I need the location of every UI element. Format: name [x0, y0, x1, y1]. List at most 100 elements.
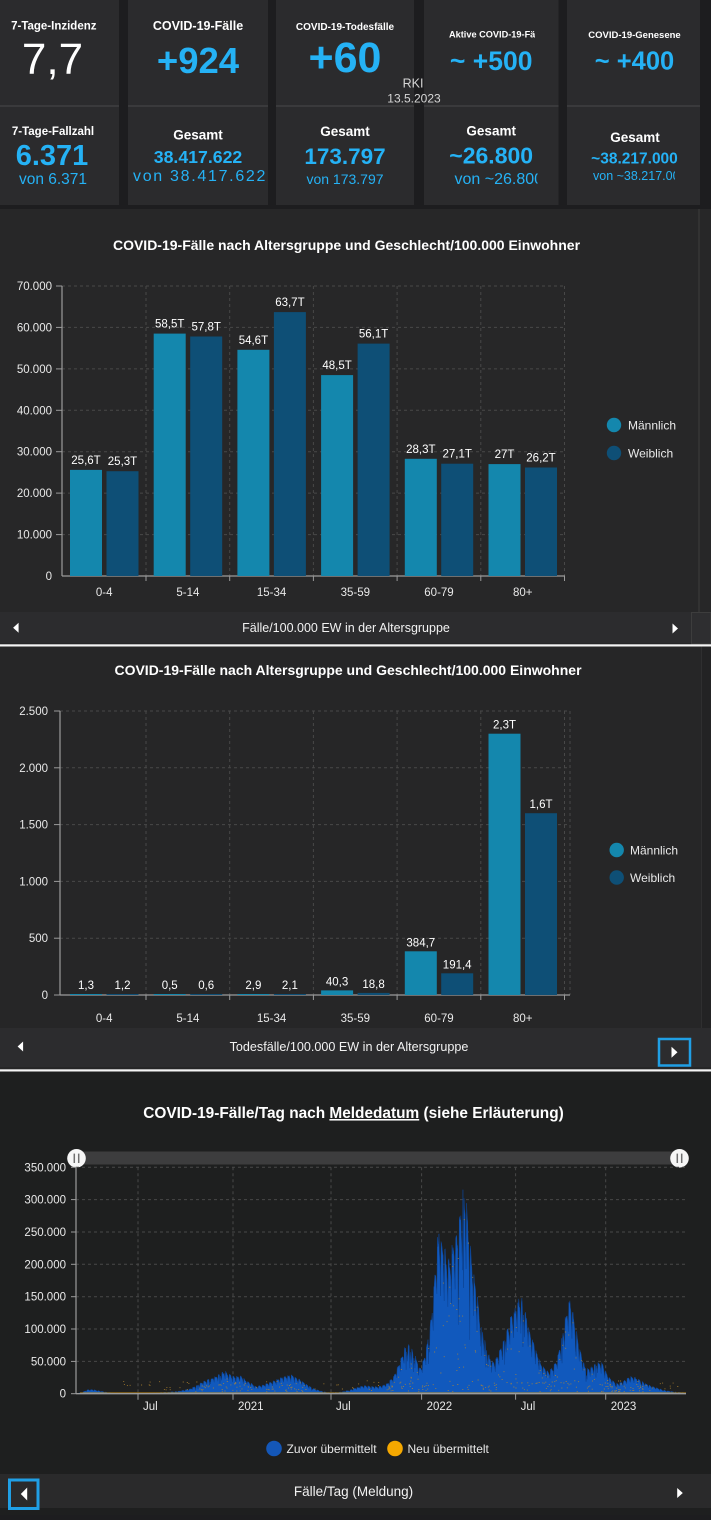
svg-text:Jul: Jul: [143, 1401, 158, 1413]
svg-text:2023: 2023: [611, 1401, 637, 1413]
svg-text:Neu übermittelt: Neu übermittelt: [408, 1442, 490, 1456]
svg-text:1.000: 1.000: [19, 876, 48, 888]
svg-text:5-14: 5-14: [176, 1013, 200, 1025]
svg-text:0-4: 0-4: [96, 587, 113, 599]
svg-text:+60: +60: [309, 34, 382, 82]
svg-text:1,3: 1,3: [78, 980, 94, 992]
svg-text:Aktive COVID-19-Fälle: Aktive COVID-19-Fälle: [449, 30, 546, 40]
svg-text:38.417.622: 38.417.622: [154, 147, 243, 167]
svg-text:2.000: 2.000: [19, 763, 48, 775]
svg-text:48,5T: 48,5T: [322, 360, 351, 372]
svg-text:300.000: 300.000: [24, 1195, 66, 1207]
svg-text:0: 0: [46, 571, 52, 583]
svg-text:57,8T: 57,8T: [191, 322, 220, 334]
svg-text:25,6T: 25,6T: [71, 455, 100, 467]
svg-text:2022: 2022: [427, 1401, 453, 1413]
svg-text:30.000: 30.000: [17, 447, 52, 459]
svg-text:13.5.2023: 13.5.2023: [387, 92, 441, 106]
svg-text:150.000: 150.000: [24, 1292, 66, 1304]
svg-text:35-59: 35-59: [341, 1013, 370, 1025]
svg-text:7-Tage-Inzidenz: 7-Tage-Inzidenz: [11, 21, 97, 33]
svg-text:27,1T: 27,1T: [442, 449, 471, 461]
svg-text:COVID-19-Todesfälle: COVID-19-Todesfälle: [296, 22, 395, 33]
svg-text:~ +500: ~ +500: [450, 46, 533, 76]
svg-text:5-14: 5-14: [176, 587, 200, 599]
svg-text:Jul: Jul: [521, 1401, 536, 1413]
svg-text:~38.217.000: ~38.217.000: [591, 151, 678, 168]
svg-text:Weiblich: Weiblich: [628, 447, 673, 461]
svg-text:+924: +924: [157, 40, 240, 81]
svg-text:60-79: 60-79: [424, 1013, 453, 1025]
svg-text:27T: 27T: [495, 449, 515, 461]
svg-text:7-Tage-Fallzahl: 7-Tage-Fallzahl: [12, 126, 94, 138]
svg-text:COVID-19-Fälle nach Altersgrup: COVID-19-Fälle nach Altersgruppe und Ges…: [113, 237, 581, 253]
svg-text:RKI: RKI: [403, 77, 424, 91]
svg-text:Männlich: Männlich: [628, 419, 676, 433]
svg-text:1,6T: 1,6T: [529, 799, 552, 811]
svg-text:40,3: 40,3: [326, 976, 348, 988]
svg-text:Jul: Jul: [336, 1401, 351, 1413]
svg-text:58,5T: 58,5T: [155, 319, 184, 331]
svg-text:~26.800: ~26.800: [449, 143, 533, 169]
svg-text:0,5: 0,5: [162, 980, 178, 992]
svg-text:20.000: 20.000: [17, 488, 52, 500]
svg-text:60-79: 60-79: [424, 587, 453, 599]
svg-text:Gesamt: Gesamt: [610, 130, 660, 145]
svg-text:15-34: 15-34: [257, 587, 287, 599]
svg-text:COVID-19-Fälle nach Altersgrup: COVID-19-Fälle nach Altersgruppe und Ges…: [114, 662, 582, 678]
svg-text:63,7T: 63,7T: [275, 297, 304, 309]
svg-text:10.000: 10.000: [17, 530, 52, 542]
svg-text:2021: 2021: [238, 1401, 264, 1413]
svg-text:Fälle/Tag (Meldung): Fälle/Tag (Meldung): [294, 1484, 413, 1499]
svg-text:500: 500: [29, 933, 48, 945]
svg-text:0: 0: [42, 990, 48, 1002]
svg-text:54,6T: 54,6T: [239, 335, 268, 347]
svg-text:7,7: 7,7: [22, 35, 83, 84]
svg-text:von 173.797: von 173.797: [306, 171, 383, 187]
svg-text:2,9: 2,9: [245, 980, 261, 992]
svg-text:26,2T: 26,2T: [526, 453, 555, 465]
svg-text:COVID-19-Fälle/Tag nach Melded: COVID-19-Fälle/Tag nach Meldedatum (sieh…: [143, 1105, 563, 1122]
svg-text:35-59: 35-59: [341, 587, 370, 599]
svg-text:von ~26.800: von ~26.800: [455, 171, 544, 188]
svg-text:1,2: 1,2: [115, 980, 131, 992]
svg-text:0-4: 0-4: [96, 1013, 113, 1025]
svg-text:50.000: 50.000: [17, 364, 52, 376]
svg-text:0: 0: [60, 1389, 66, 1401]
svg-text:384,7: 384,7: [406, 937, 435, 949]
svg-text:Todesfälle/100.000 EW in der A: Todesfälle/100.000 EW in der Altersgrupp…: [230, 1040, 469, 1054]
svg-text:Zuvor übermittelt: Zuvor übermittelt: [287, 1442, 378, 1456]
svg-text:100.000: 100.000: [24, 1324, 66, 1336]
svg-text:50.000: 50.000: [31, 1356, 66, 1368]
svg-text:Gesamt: Gesamt: [320, 124, 370, 139]
svg-text:200.000: 200.000: [24, 1259, 66, 1271]
svg-text:von 38.417.622: von 38.417.622: [133, 168, 267, 185]
svg-text:2,3T: 2,3T: [493, 720, 516, 732]
svg-text:COVID-19-Fälle: COVID-19-Fälle: [153, 19, 243, 33]
svg-text:80+: 80+: [513, 587, 533, 599]
svg-text:350.000: 350.000: [24, 1162, 66, 1174]
svg-text:191,4: 191,4: [443, 959, 472, 971]
svg-text:COVID-19-Genesene: COVID-19-Genesene: [588, 30, 680, 41]
svg-text:von 6.371: von 6.371: [19, 171, 87, 188]
svg-text:von ~38.217.000: von ~38.217.000: [593, 169, 687, 183]
svg-text:18,8: 18,8: [362, 979, 384, 991]
svg-text:40.000: 40.000: [17, 405, 52, 417]
svg-text:15-34: 15-34: [257, 1013, 287, 1025]
svg-text:Fälle/100.000 EW in der Alters: Fälle/100.000 EW in der Altersgruppe: [242, 621, 450, 635]
svg-text:28,3T: 28,3T: [406, 444, 435, 456]
svg-text:25,3T: 25,3T: [108, 456, 137, 468]
svg-text:Männlich: Männlich: [630, 844, 678, 858]
svg-text:Weiblich: Weiblich: [630, 871, 675, 885]
svg-text:173.797: 173.797: [304, 144, 385, 169]
svg-text:70.000: 70.000: [17, 281, 52, 293]
svg-text:56,1T: 56,1T: [359, 329, 388, 341]
svg-text:250.000: 250.000: [24, 1227, 66, 1239]
svg-text:1.500: 1.500: [19, 820, 48, 832]
svg-text:6.371: 6.371: [16, 140, 89, 172]
svg-text:~ +400: ~ +400: [595, 48, 674, 76]
svg-text:Gesamt: Gesamt: [173, 128, 223, 143]
svg-text:60.000: 60.000: [17, 322, 52, 334]
svg-text:Gesamt: Gesamt: [466, 124, 516, 139]
svg-text:2.500: 2.500: [19, 706, 48, 718]
